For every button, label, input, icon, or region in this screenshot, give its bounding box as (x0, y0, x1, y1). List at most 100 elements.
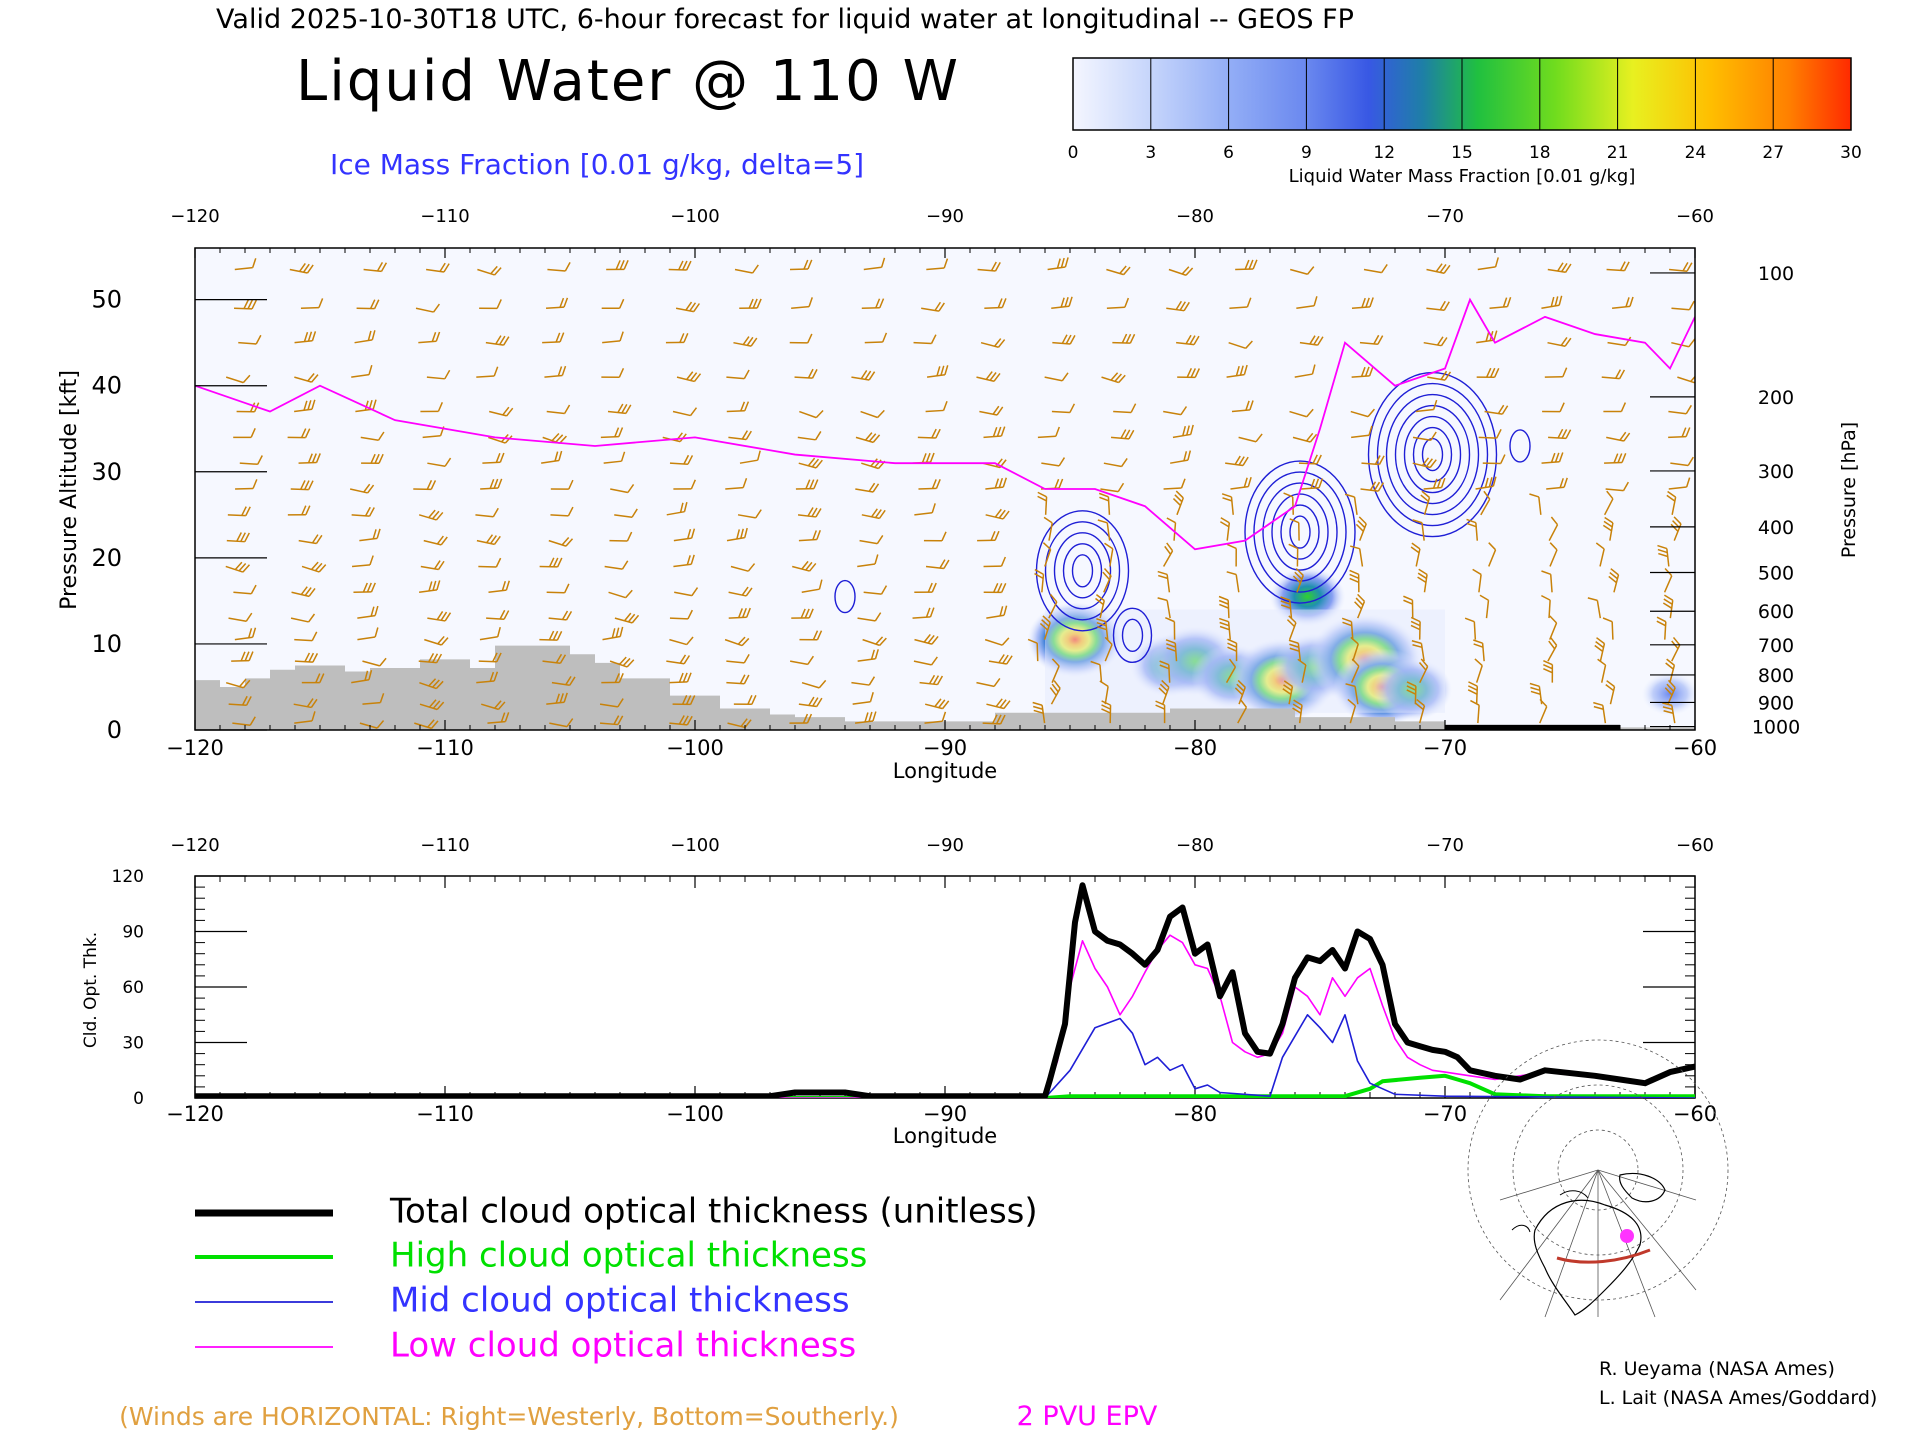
wind-barb-feather (308, 480, 314, 490)
wind-barb (791, 297, 813, 309)
wind-barb-feather (430, 480, 437, 490)
wind-barb-feather (494, 700, 502, 709)
wind-barb-staff (1549, 574, 1553, 593)
wind-barb-feather (991, 714, 998, 724)
x-tick-label: −80 (1173, 1102, 1217, 1126)
wind-barb (1237, 699, 1248, 724)
wind-barb-feather (1666, 683, 1675, 692)
wind-barb-staff (357, 636, 376, 641)
wind-barb-feather (301, 505, 307, 516)
wind-barb-staff (984, 306, 1003, 309)
wind-barb (1406, 681, 1417, 705)
wind-barb-feather (1602, 617, 1613, 623)
wind-barb-staff (1423, 574, 1428, 593)
wind-barb (489, 406, 514, 417)
wind-barb (1027, 638, 1039, 662)
wind-barb-feather (1529, 682, 1540, 688)
wind-barb-feather (614, 427, 620, 438)
wind-barb (548, 537, 574, 547)
wind-barb (1597, 658, 1607, 683)
wind-barb (603, 451, 626, 464)
wind-barb-feather (808, 297, 813, 307)
ice-contour (1385, 393, 1480, 516)
wind-barb-staff (798, 538, 817, 542)
wind-barb-feather (1369, 481, 1377, 491)
wind-barb-staff (1041, 705, 1046, 724)
wind-barb-feather (1565, 429, 1572, 439)
wind-barb-staff (614, 514, 633, 519)
wind-barb (1172, 490, 1184, 516)
wind-barb (1412, 519, 1425, 541)
wind-barb-feather (923, 633, 931, 643)
wind-barb (239, 455, 263, 465)
wind-barb (1677, 373, 1695, 384)
wind-barb (1163, 406, 1188, 416)
pressure-tick-label: 700 (1758, 635, 1794, 657)
wind-barb-feather (755, 509, 762, 519)
wind-barb (1177, 368, 1201, 379)
wind-barb (864, 332, 888, 344)
ice-mass-label: Ice Mass Fraction [0.01 g/kg, delta=5] (330, 148, 864, 181)
wind-barb-staff (1547, 341, 1566, 347)
wind-barb (1351, 366, 1374, 378)
wind-barb (294, 711, 316, 724)
wind-barb-staff (1475, 686, 1479, 705)
wind-barb-feather (1060, 257, 1065, 268)
wind-barb-feather (1357, 520, 1366, 529)
wind-barb-staff (1113, 410, 1132, 414)
wind-barb-staff (548, 617, 567, 621)
wind-barb-feather (1686, 262, 1693, 272)
wind-barb-feather (939, 559, 946, 569)
wind-barb (1163, 478, 1186, 490)
wind-barb (1112, 333, 1136, 344)
wind-barb-feather (1098, 492, 1109, 498)
wind-barb (482, 452, 505, 464)
wind-barb-staff (925, 409, 944, 413)
wind-barb-feather (927, 634, 935, 644)
wind-barb-staff (300, 306, 319, 309)
wind-barb-feather (1420, 494, 1429, 502)
wind-barb-staff (1237, 706, 1248, 724)
wind-barb-staff (1488, 549, 1497, 567)
wind-barb-feather (679, 333, 685, 343)
wind-barb-staff (603, 460, 622, 464)
wind-barb-staff (1548, 600, 1551, 619)
pressure-tick-label: 100 (1758, 263, 1794, 285)
wind-barb-feather (1294, 571, 1303, 580)
wind-barb-feather (1497, 404, 1505, 414)
wind-barb (1226, 571, 1240, 593)
wind-barb-feather (1604, 516, 1614, 524)
wind-barb-staff (725, 486, 744, 490)
wind-barb (546, 404, 571, 415)
wind-barb-feather (245, 506, 251, 516)
wind-barb-feather (436, 653, 443, 664)
wind-barb (298, 453, 321, 464)
wind-barb-staff (864, 341, 883, 344)
wind-barb-staff (913, 341, 932, 345)
wind-barb-staff (359, 537, 378, 542)
pressure-tick-label: 200 (1758, 387, 1794, 409)
wind-barb-feather (563, 583, 570, 594)
wind-barb-feather (497, 478, 503, 489)
wind-barb-staff (1162, 686, 1170, 705)
wind-barb-staff (550, 514, 569, 517)
wind-barb-feather (860, 370, 868, 380)
wind-barb (1420, 490, 1431, 516)
wind-barb-feather (815, 508, 822, 518)
wind-barb (925, 559, 950, 570)
wind-barb-feather (1341, 617, 1352, 623)
wind-barb-feather (1563, 477, 1568, 488)
wind-barb-staff (487, 720, 506, 724)
ice-contour (1253, 471, 1347, 593)
wind-barb-feather (1180, 478, 1186, 489)
wind-barb (985, 508, 1010, 520)
wind-barb-feather (1670, 523, 1679, 532)
wind-barb-staff (480, 487, 499, 490)
wind-barb-feather (1221, 493, 1232, 498)
wind-barb (1608, 568, 1620, 593)
wind-barb-feather (1243, 364, 1248, 375)
wind-barb (602, 626, 624, 641)
wind-barb (1301, 478, 1324, 490)
wind-barb-feather (1166, 542, 1174, 552)
wind-barb-feather (750, 337, 758, 347)
